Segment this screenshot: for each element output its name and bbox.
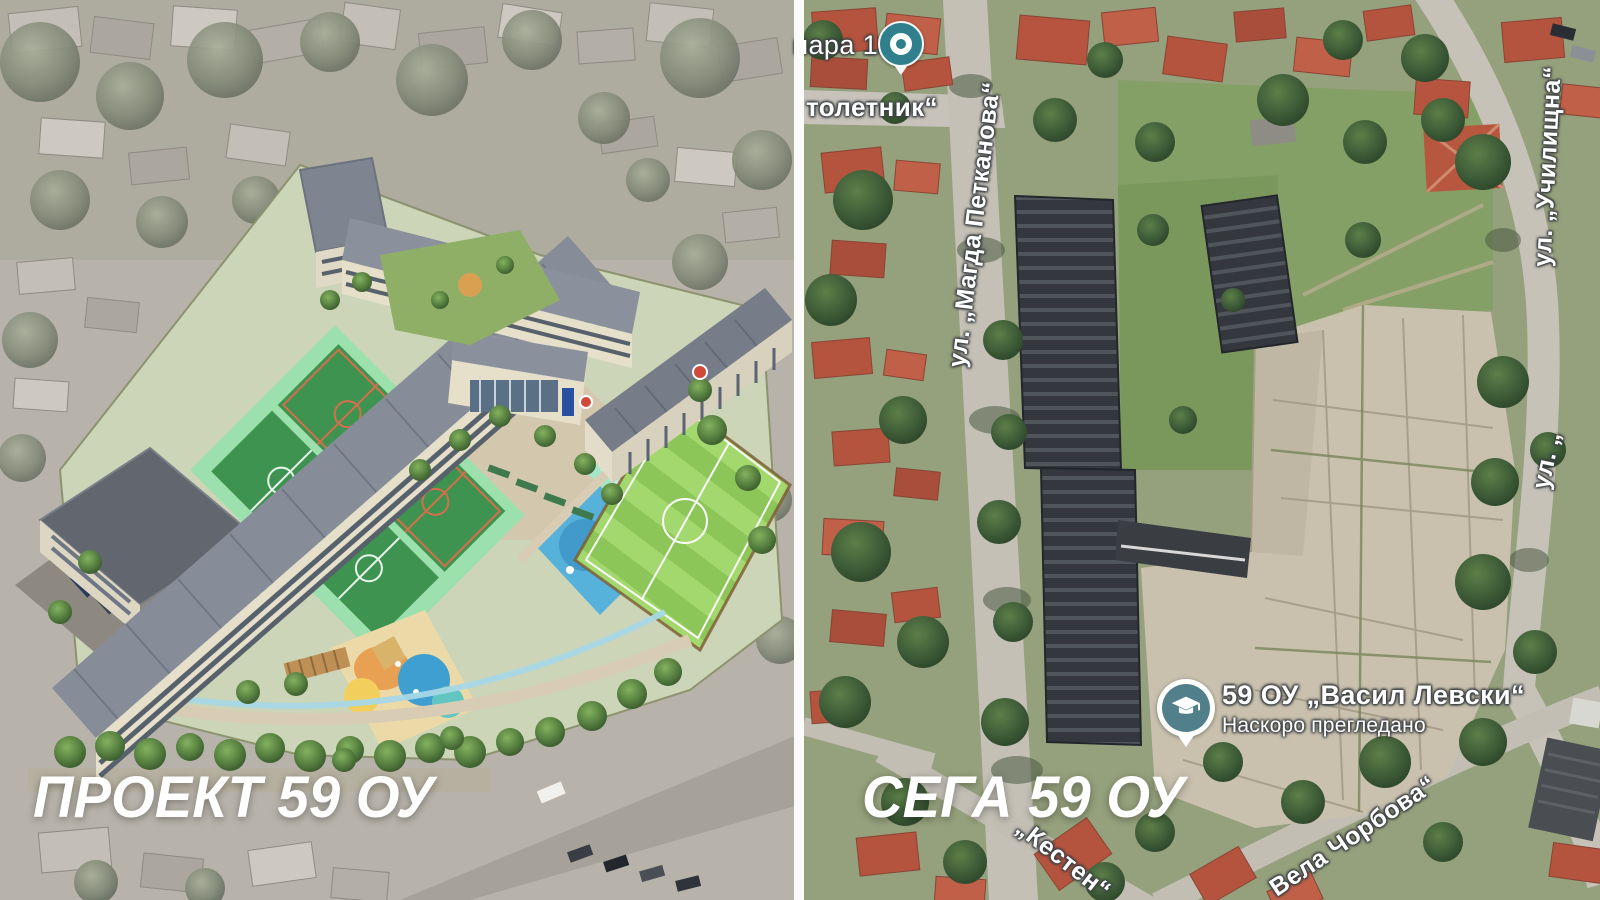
school-pin-icon[interactable] <box>1157 679 1215 751</box>
project-render-pane: ПРОЕКТ 59 ОУ <box>0 0 795 900</box>
graduation-cap-icon <box>1171 696 1201 714</box>
pane-divider <box>794 0 804 900</box>
project-caption: ПРОЕКТ 59 ОУ <box>33 765 435 830</box>
school-poi-subtitle: Наскоро прегледано <box>1222 714 1426 737</box>
render-illustration <box>0 0 795 900</box>
satellite-map-pane <box>803 0 1600 900</box>
current-caption: СЕГА 59 ОУ <box>862 765 1185 830</box>
poi-top-label[interactable]: иара 18 <box>793 30 894 60</box>
school-poi-name[interactable]: 59 ОУ „Васил Левски“ <box>1222 680 1525 710</box>
place-circle-icon[interactable] <box>878 21 924 79</box>
street-label-stoletnik: толетник“ <box>806 92 938 122</box>
satellite-illustration <box>803 0 1600 900</box>
